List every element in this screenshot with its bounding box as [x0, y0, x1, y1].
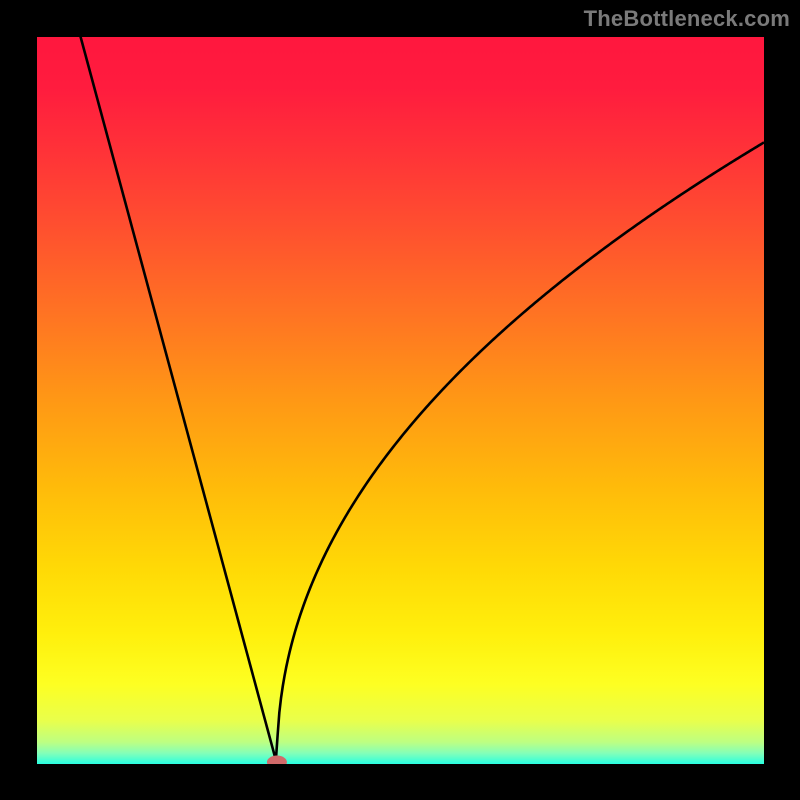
gradient-background: [37, 37, 764, 764]
watermark-text: TheBottleneck.com: [584, 6, 790, 32]
plot-area: [37, 37, 764, 764]
plot-svg: [37, 37, 764, 764]
chart-wrapper: TheBottleneck.com: [0, 0, 800, 800]
